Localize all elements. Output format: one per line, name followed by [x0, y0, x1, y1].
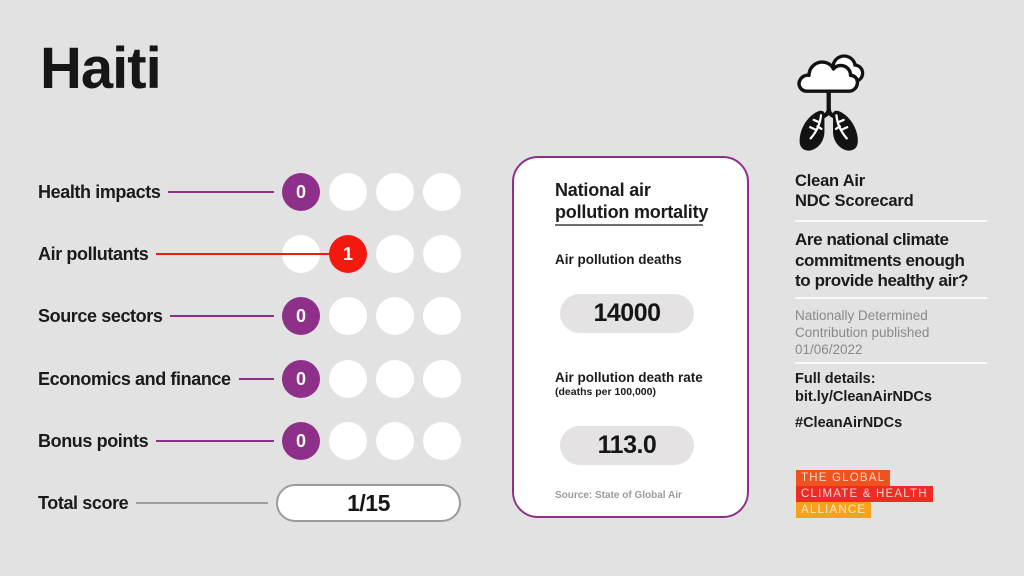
details-link[interactable]: bit.ly/CleanAirNDCs [795, 389, 932, 405]
score-dot-filled: 1 [329, 235, 367, 273]
death-rate-sublabel: (deaths per 100,000) [555, 386, 656, 398]
score-row-economics-finance: Economics and finance 0 [38, 360, 461, 398]
deaths-label: Air pollution deaths [555, 252, 682, 267]
score-dot-empty [329, 173, 367, 211]
score-dots: 1 [274, 235, 461, 273]
score-rows: Health impacts 0 Air pollutants 1 Source… [38, 0, 461, 576]
score-dot-filled: 0 [282, 297, 320, 335]
score-dot-empty [423, 360, 461, 398]
score-dot-empty [329, 422, 367, 460]
death-rate-value-pill: 113.0 [560, 426, 694, 465]
mortality-card: National air pollution mortality Air pol… [512, 156, 749, 518]
score-dots: 0 [282, 422, 461, 460]
total-score-row: Total score 1/15 [38, 484, 461, 522]
death-rate-value: 113.0 [597, 431, 657, 459]
brand-line-1: Clean Air [795, 172, 866, 190]
question-line: commitments enough [795, 250, 965, 270]
score-dot-empty [329, 297, 367, 335]
score-dot-empty [423, 173, 461, 211]
question-line: Are national climate [795, 230, 949, 249]
title-underline [555, 224, 703, 226]
total-score-value: 1/15 [347, 489, 390, 516]
gcha-logo: THE GLOBAL CLIMATE & HEALTH ALLIANCE [796, 470, 933, 518]
connector-line [156, 253, 274, 255]
score-dot-empty [376, 235, 414, 273]
ndc-published-date: 01/06/2022 [795, 342, 863, 357]
connector-line-extension [274, 253, 349, 255]
score-dots: 0 [282, 297, 461, 335]
score-dot-filled: 0 [282, 422, 320, 460]
row-label: Bonus points [38, 430, 149, 451]
score-row-source-sectors: Source sectors 0 [38, 297, 461, 335]
score-value: 0 [295, 182, 306, 202]
row-label: Economics and finance [38, 368, 231, 389]
score-row-bonus-points: Bonus points 0 [38, 422, 461, 460]
score-value: 1 [342, 244, 353, 264]
full-details: Full details: bit.ly/CleanAirNDCs [795, 370, 932, 406]
logo-bar-climate-health: CLIMATE & HEALTH [796, 486, 933, 502]
logo-text: THE GLOBAL [801, 472, 886, 484]
total-score-label: Total score [38, 492, 129, 513]
brand-title: Clean Air NDC Scorecard [795, 171, 914, 211]
score-dot-empty [376, 173, 414, 211]
score-value: 0 [295, 431, 306, 451]
total-score-pill: 1/15 [276, 484, 461, 522]
score-value: 0 [295, 369, 306, 389]
ndc-published-note: Nationally Determined Contribution publi… [795, 307, 929, 358]
full-details-label: Full details: [795, 371, 876, 387]
score-dots: 0 [282, 173, 461, 211]
connector-line [170, 315, 274, 317]
divider [795, 220, 987, 222]
connector-line [136, 502, 268, 504]
deaths-value: 14000 [593, 299, 661, 327]
score-dots: 0 [282, 360, 461, 398]
score-dot-empty [423, 297, 461, 335]
mortality-card-title: National air pollution mortality [555, 180, 709, 222]
headline-question: Are national climate commitments enough … [795, 230, 969, 292]
brand-line-2: NDC Scorecard [795, 192, 914, 210]
score-dot-filled: 0 [282, 173, 320, 211]
score-dot-empty [376, 360, 414, 398]
death-rate-label: Air pollution death rate [555, 370, 703, 385]
logo-text: CLIMATE & HEALTH [801, 488, 928, 500]
page-title: Haiti [40, 36, 162, 101]
row-label: Health impacts [38, 181, 161, 202]
logo-bar-alliance: ALLIANCE [796, 502, 872, 518]
score-row-air-pollutants: Air pollutants 1 [38, 235, 461, 273]
score-dot-empty [376, 297, 414, 335]
note-line: Nationally Determined [795, 308, 928, 323]
row-label: Air pollutants [38, 243, 149, 264]
logo-bar-the-global: THE GLOBAL [796, 470, 891, 486]
connector-line [156, 440, 274, 442]
divider [795, 297, 987, 299]
data-source-note: Source: State of Global Air [555, 490, 682, 501]
score-dot-empty [423, 422, 461, 460]
score-row-health-impacts: Health impacts 0 [38, 173, 461, 211]
hashtag: #CleanAirNDCs [795, 415, 903, 431]
lungs-cloud-icon [797, 50, 869, 153]
score-dot-empty [376, 422, 414, 460]
score-dot-filled: 0 [282, 360, 320, 398]
divider [795, 362, 987, 364]
connector-line [238, 378, 274, 380]
score-value: 0 [295, 306, 306, 326]
score-dot-empty [329, 360, 367, 398]
score-dot-empty [423, 235, 461, 273]
deaths-value-pill: 14000 [560, 294, 694, 333]
connector-line [168, 191, 274, 193]
question-line: to provide healthy air? [795, 271, 969, 290]
row-label: Source sectors [38, 305, 163, 326]
note-line: Contribution published [795, 325, 930, 340]
logo-text: ALLIANCE [801, 504, 867, 516]
